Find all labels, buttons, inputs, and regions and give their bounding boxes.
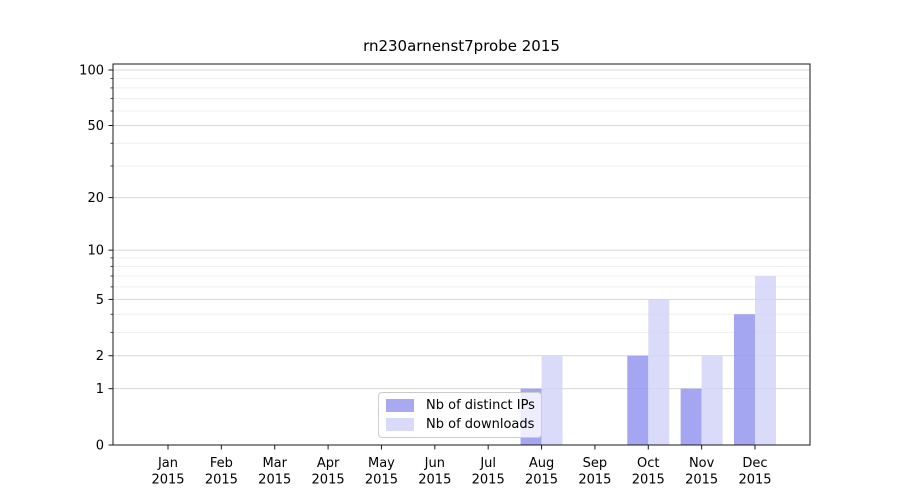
- y-tick-label-2: 2: [96, 349, 104, 364]
- x-tick-label-apr: Apr 2015: [312, 456, 345, 488]
- y-tick-label-50: 50: [87, 119, 104, 134]
- bar-downloads-nov: [701, 355, 723, 445]
- x-tick-label-oct: Oct 2015: [632, 456, 665, 488]
- y-tick-label-20: 20: [87, 191, 104, 206]
- x-tick-label-nov: Nov 2015: [685, 456, 718, 488]
- x-tick-label-aug: Aug 2015: [525, 456, 558, 488]
- legend: Nb of distinct IPs Nb of downloads: [378, 392, 542, 438]
- x-tick-label-jul: Jul 2015: [472, 456, 505, 488]
- y-tick-label-100: 100: [79, 63, 104, 78]
- axes-spines: [112, 63, 811, 446]
- legend-swatch-distinct-ips-icon: [386, 399, 414, 413]
- bar-downloads-oct: [648, 299, 670, 445]
- bar-distinct-ips-nov: [680, 388, 702, 445]
- y-tick-label-1: 1: [96, 382, 104, 397]
- legend-entry-distinct-ips: Nb of distinct IPs: [386, 398, 535, 414]
- chart-title: rn230arnenst7probe 2015: [363, 37, 560, 55]
- y-tick-label-0: 0: [96, 439, 104, 454]
- x-tick-label-jun: Jun 2015: [418, 456, 451, 488]
- bar-distinct-ips-oct: [627, 355, 649, 445]
- legend-label-distinct-ips: Nb of distinct IPs: [426, 398, 535, 414]
- y-tick-label-10: 10: [87, 244, 104, 259]
- bar-downloads-dec: [755, 276, 776, 445]
- x-tick-label-may: May 2015: [365, 456, 398, 488]
- x-tick-label-dec: Dec 2015: [738, 456, 771, 488]
- legend-entry-downloads: Nb of downloads: [386, 416, 535, 432]
- legend-label-downloads: Nb of downloads: [426, 416, 535, 432]
- bar-downloads-aug: [541, 355, 563, 445]
- legend-swatch-downloads-icon: [386, 417, 414, 431]
- y-tick-label-5: 5: [96, 293, 104, 308]
- x-tick-label-jan: Jan 2015: [151, 456, 184, 488]
- bar-distinct-ips-dec: [734, 314, 755, 445]
- x-tick-label-sep: Sep 2015: [578, 456, 611, 488]
- x-tick-label-feb: Feb 2015: [205, 456, 238, 488]
- x-tick-label-mar: Mar 2015: [258, 456, 291, 488]
